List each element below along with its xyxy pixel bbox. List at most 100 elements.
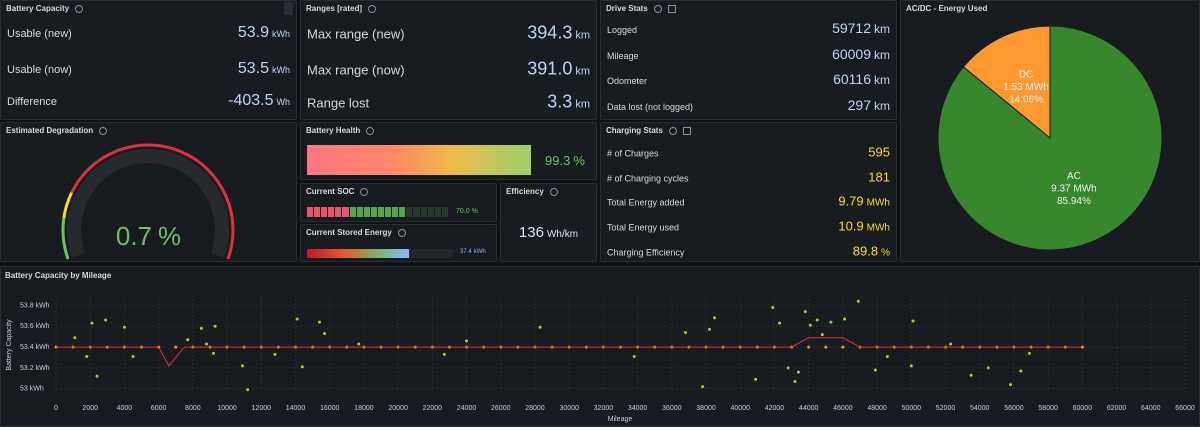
stat-label: Charging Efficiency [607,247,685,258]
stat-value-group: 60009 km [832,46,890,62]
soc-segment [321,207,328,217]
stat-label: Total Energy added [607,197,685,208]
stat-unit: km [575,29,590,42]
stat-value: 10.9 [838,218,864,234]
stat-unit: kWh [272,65,290,75]
stat-value-group: 595 [868,145,890,160]
stat-value: 3.3 [547,91,573,112]
stat-value: 181 [868,169,890,185]
stat-row: Logged 59712 km [607,20,890,36]
link-icon [682,126,691,135]
soc-segment [427,207,434,217]
stat-row: Data lost (not logged) 297 km [607,97,890,113]
soc-segment [413,207,420,217]
stat-row: Charging Efficiency 89.8% [607,244,890,259]
stat-value-group: 297 km [848,97,890,113]
panel-title-text: Drive Stats [606,4,648,13]
panel-title-text: Ranges [rated] [306,4,363,13]
info-icon [668,126,677,135]
efficiency-number: 136 [518,224,544,241]
panel-title: Current Stored Energy [306,228,406,237]
panel-title: Efficiency [506,187,558,196]
soc-segment [385,207,392,217]
stat-value: 595 [868,144,890,160]
energy-number: 37.4 [460,249,472,255]
menu-button[interactable] [284,2,293,15]
stat-value-group: -403.5 Wh [228,92,290,110]
stat-value: 60009 [832,46,871,62]
soc-unit: % [471,208,478,215]
stat-label: Range lost [307,95,370,111]
soc-segment [434,207,441,217]
health-value: 99.3% [545,153,585,168]
gauge-unit: % [158,221,182,251]
stat-unit: % [881,247,890,259]
stat-value: 59712 [832,20,871,36]
panel-title: Battery Health [306,126,375,135]
panel-title-text: Battery Capacity [6,4,70,13]
panel-title-text: Charging Stats [606,126,663,135]
stat-label: Max range (now) [307,62,405,78]
stat-value-group: 60116 km [833,71,890,87]
stat-row: # of Charging cycles 181 [607,170,890,185]
stat-row: Odometer 60116 km [607,71,890,87]
stat-row: Total Energy added 9.79 MWh [607,194,890,209]
panel-soc: Current SOC 70.0% [300,183,497,222]
stat-row: Max range (new) 394.3 km [307,23,590,44]
stat-label: Difference [7,96,57,108]
panel-battery-health: Battery Health 99.3% [300,122,597,180]
stat-value: 391.0 [527,58,573,79]
panel-title-text: Battery Health [306,126,361,135]
soc-segment [307,207,314,217]
panel-title-text: Current Stored Energy [306,228,392,237]
soc-value: 70.0% [456,208,478,215]
soc-segment [356,207,363,217]
stat-label: Logged [607,25,638,35]
panel-stored-energy: Current Stored Energy 37.4 kWh [300,224,497,262]
stat-value-group: 391.0 km [527,59,590,80]
stat-value: 394.3 [527,22,573,43]
health-unit: % [573,153,585,168]
soc-segment [342,207,349,217]
info-icon [368,4,377,13]
soc-segment [363,207,370,217]
info-icon [397,228,406,237]
soc-segment [406,207,413,217]
stat-row: Usable (new) 53.9 kWh [7,24,290,42]
soc-segment [314,207,321,217]
stat-label: Max range (new) [307,26,405,42]
panel-battery-capacity: Battery Capacity Usable (new) 53.9 kWh Usabl… [0,0,297,120]
stat-value-group: 394.3 km [527,23,590,44]
energy-unit: kWh [473,249,486,255]
info-icon [360,187,369,196]
gauge-number: 0.7 [115,221,153,251]
stat-unit: MWh [866,197,890,209]
stat-unit: MWh [866,222,890,234]
panel-title: Ranges [rated] [306,4,377,13]
stat-value-group: 3.3 km [547,92,590,113]
stat-value-group: 59712 km [832,20,890,36]
soc-number: 70.0 [456,208,470,215]
stat-label: # of Charges [607,148,659,159]
soc-segment [377,207,385,217]
panel-drive-stats: Drive Stats Logged 59712 km Mileage 60009 km Od… [600,0,897,120]
soc-segment [392,207,399,217]
stat-unit: km [874,99,890,113]
stat-row: Mileage 60009 km [607,46,890,62]
panel-efficiency: Efficiency 136 Wh/km [500,183,597,262]
soc-segment [328,207,335,217]
panel-title: Charging Stats [606,126,691,135]
stat-row: Range lost 3.3 km [307,92,590,113]
panel-title-text: Current SOC [306,187,355,196]
stat-label: Usable (new) [7,28,72,40]
soc-bar [307,207,448,217]
panel-title-text: AC/DC - Energy Used [906,4,988,13]
stat-row: Difference -403.5 Wh [7,92,290,110]
stat-value-group: 9.79 MWh [838,194,890,209]
link-icon [667,4,676,13]
stat-label: Mileage [607,51,639,61]
stat-value: 53.5 [237,60,269,77]
stat-value: 89.8 [852,243,879,259]
stat-value: 9.79 [838,193,864,209]
